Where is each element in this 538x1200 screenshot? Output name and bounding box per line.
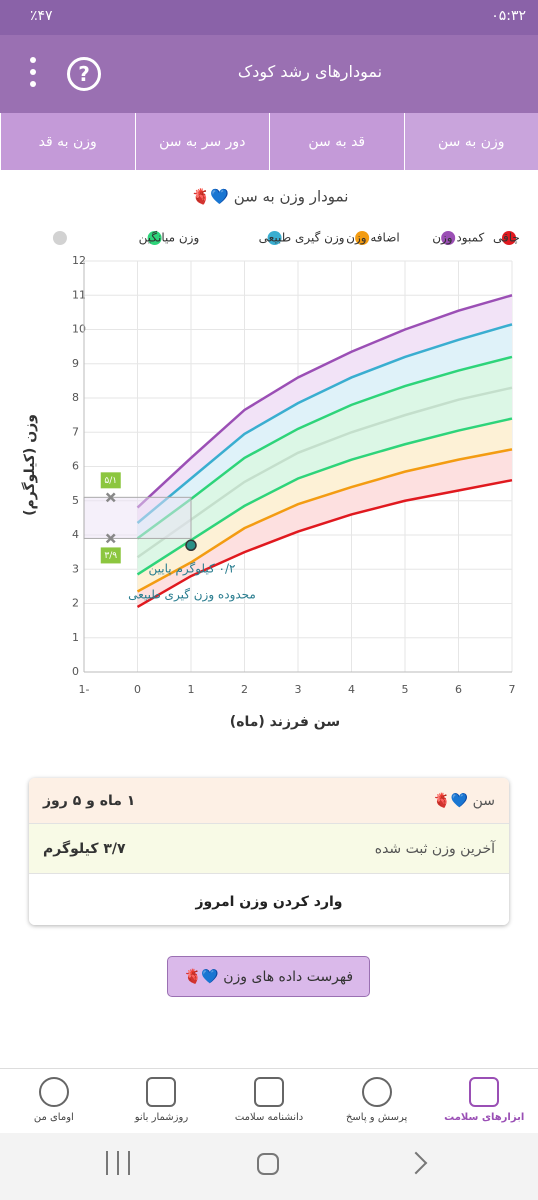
clock: ۰۵:۳۲ — [491, 8, 526, 24]
child-point — [185, 539, 197, 552]
y-tick-label: 11 — [72, 288, 86, 301]
legend-label: وزن میانگین — [139, 231, 200, 246]
annotation: ۰/۲ کیلوگرم پایین — [149, 562, 236, 577]
nav-label: پرسش و پاسخ — [345, 1112, 408, 1123]
y-tick-label: 4 — [72, 528, 79, 541]
band — [137, 418, 512, 592]
nav-icon — [146, 1077, 177, 1107]
nav-label: روزشمار بانو — [134, 1112, 189, 1123]
range-marker — [105, 533, 116, 544]
nav-item[interactable]: دانشنامه سلامت — [215, 1069, 323, 1133]
y-tick-label: 3 — [72, 562, 79, 575]
x-tick-label: 4 — [348, 683, 355, 696]
nav-item[interactable]: پرسش و پاسخ — [323, 1069, 431, 1133]
legend-label: کمبود وزن — [432, 231, 484, 246]
series-line — [136, 294, 513, 509]
y-tick-label: 6 — [72, 460, 79, 473]
info-row: سن 💙🫀 ۱ ماه و ۵ روز — [29, 778, 509, 824]
battery: ٪۴۷ — [30, 8, 53, 24]
legend-swatch — [147, 231, 162, 245]
nav-label: اومای من — [33, 1112, 74, 1123]
range-label-bg — [100, 472, 121, 489]
legend-swatch — [502, 231, 516, 245]
nav-item[interactable]: ابزارهای سلامت — [430, 1069, 538, 1133]
weight-list-button[interactable]: فهرست داده های وزن 💙🫀 — [167, 956, 370, 997]
y-tick-label: 8 — [72, 391, 79, 404]
y-tick-label: 10 — [72, 323, 86, 336]
bottom-nav: ابزارهای سلامت پرسش و پاسخ دانشنامه سلام… — [0, 1068, 538, 1133]
range-label: ۳/۹ — [104, 551, 117, 561]
range-label-bg — [100, 547, 121, 564]
range-box — [83, 496, 192, 539]
range-marker — [105, 492, 116, 503]
series-line — [136, 448, 513, 593]
x-tick-label: 7 — [509, 683, 516, 696]
y-tick-label: 12 — [72, 254, 86, 267]
status-bar: ۰۵:۳۲ ٪۴۷ — [0, 0, 538, 35]
x-tick-label: 2 — [241, 683, 248, 696]
x-tick-label: 3 — [295, 683, 302, 696]
nav-icon — [361, 1077, 392, 1107]
row-value: ۱ ماه و ۵ روز — [43, 792, 136, 809]
band — [137, 324, 512, 539]
y-tick-label: 1 — [72, 631, 79, 644]
legend-swatch — [52, 231, 67, 245]
y-tick-label: 7 — [72, 425, 79, 438]
menu-button[interactable] — [30, 57, 36, 87]
legend-swatch — [267, 231, 282, 245]
nav-icon — [469, 1077, 500, 1107]
enter-weight[interactable]: وارد کردن وزن امروز — [29, 874, 509, 925]
y-tick-label: 9 — [72, 357, 79, 370]
nav-label: ابزارهای سلامت — [444, 1112, 525, 1123]
y-tick-label: 2 — [72, 597, 79, 610]
legend-label: چاقی — [493, 231, 520, 245]
series-line — [136, 323, 513, 524]
band — [137, 449, 512, 607]
home-button[interactable] — [257, 1153, 279, 1175]
tabs: وزن به سن قد به سن دور سر به سن وزن به ق… — [0, 113, 538, 170]
x-tick-label: 6 — [455, 683, 462, 696]
x-tick-label: -1 — [79, 683, 90, 696]
series-line — [136, 355, 513, 540]
annotation: محدوده وزن گیری طبیعی — [128, 588, 256, 603]
x-tick-label: 1 — [188, 683, 195, 696]
x-axis-label: سن فرزند (ماه) — [230, 714, 340, 730]
system-nav — [0, 1133, 538, 1200]
y-tick-label: 5 — [72, 494, 79, 507]
app-title: نمودارهای رشد کودک — [237, 62, 383, 81]
legend-swatch — [355, 231, 370, 245]
series-line — [136, 386, 513, 559]
row-label: سن 💙🫀 — [433, 792, 495, 809]
chart: نمودار وزن به سن 💙🫀 وزن (کیلوگرم) سن فرز… — [21, 188, 520, 731]
x-tick-label: 0 — [134, 683, 141, 696]
nav-icon — [38, 1077, 69, 1107]
nav-label: دانشنامه سلامت — [234, 1112, 304, 1123]
recent-button[interactable] — [106, 1151, 130, 1175]
tab[interactable]: وزن به قد — [0, 113, 135, 170]
info-row: آخرین وزن ثبت شده ۳/۷ کیلوگرم — [29, 824, 509, 874]
tab[interactable]: قد به سن — [269, 113, 404, 170]
nav-item[interactable]: اومای من — [0, 1069, 108, 1133]
range-label: ۵/۱ — [104, 476, 117, 486]
x-tick-label: 5 — [402, 683, 409, 696]
help-button[interactable]: ? — [67, 57, 101, 91]
legend-swatch — [441, 231, 456, 245]
tab[interactable]: دور سر به سن — [134, 113, 270, 170]
y-axis-label: وزن (کیلوگرم) — [21, 414, 38, 516]
row-value: ۳/۷ کیلوگرم — [43, 840, 126, 857]
y-tick-label: 0 — [72, 665, 79, 678]
row-label: آخرین وزن ثبت شده — [374, 840, 495, 857]
tab[interactable]: وزن به سن — [403, 113, 538, 170]
app-header: نمودارهای رشد کودک ? — [0, 35, 538, 113]
back-button[interactable] — [404, 1151, 428, 1175]
chart-title: نمودار وزن به سن 💙🫀 — [192, 188, 349, 206]
legend-label: اضافه وزن — [346, 231, 400, 246]
series-line — [136, 417, 513, 576]
nav-icon — [254, 1077, 285, 1107]
series-line — [136, 478, 513, 609]
legend-label: وزن گیری طبیعی — [259, 231, 345, 246]
nav-item[interactable]: روزشمار بانو — [108, 1069, 216, 1133]
info-card: سن 💙🫀 ۱ ماه و ۵ روز آخرین وزن ثبت شده ۳/۷ … — [29, 778, 509, 925]
